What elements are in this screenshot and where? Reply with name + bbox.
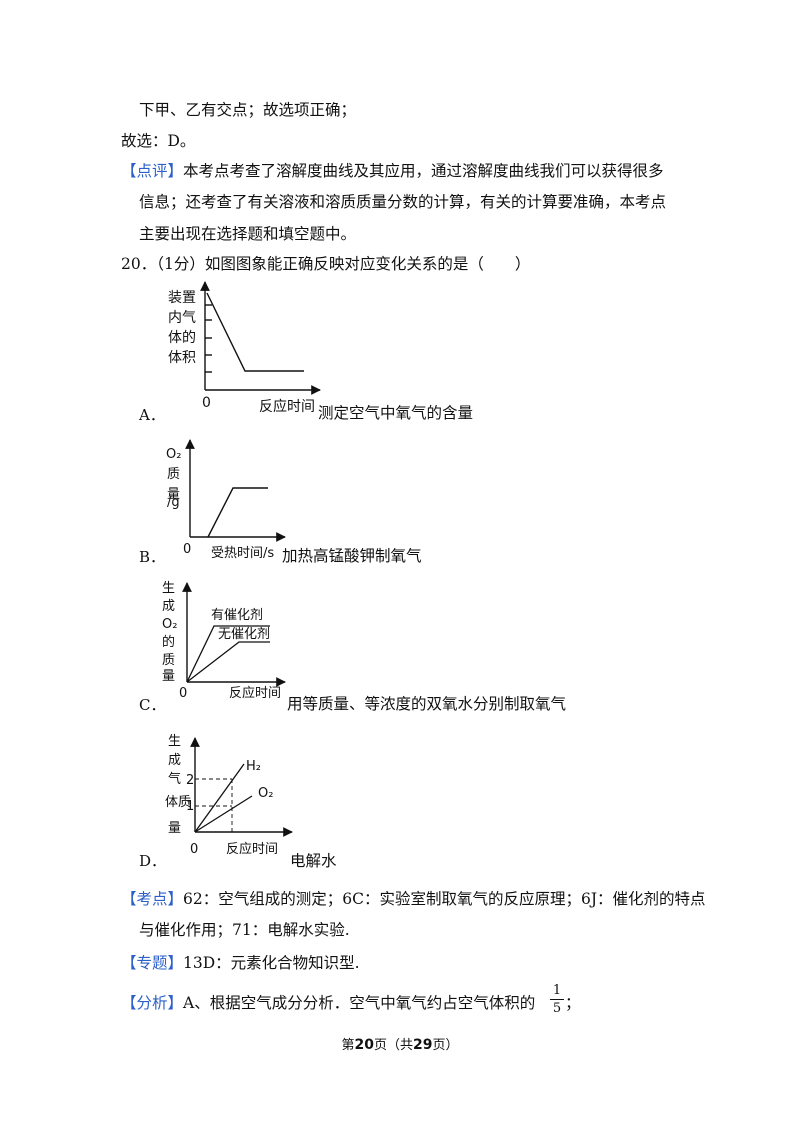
fenxi-end: ； <box>565 994 581 1012</box>
option-b-label: B． <box>139 548 166 566</box>
graph-c-ylabel-1: 生 <box>162 581 175 596</box>
graph-a-ylabel-1: 装置 <box>168 290 196 306</box>
graph-c-xlabel: 反应时间 <box>229 685 281 701</box>
footer-suffix: 页） <box>432 1038 459 1053</box>
graph-c-ylabel-2: 成 <box>162 599 175 614</box>
graph-b-curve <box>207 487 268 538</box>
comment-line-3: 主要出现在选择题和填空题中。 <box>139 225 357 243</box>
zhuanti-tag: 【专题】 <box>121 954 184 972</box>
graph-b-axes <box>185 439 286 542</box>
graph-b-ylabel-3: 量 <box>167 487 180 502</box>
graph-a-origin: 0 <box>202 395 211 411</box>
graph-c-ylabel-4: 的 <box>162 634 175 650</box>
footer-prefix: 第 <box>341 1038 355 1053</box>
fenxi-text: A、根据空气成分分析．空气中氧气约占空气体积的 <box>183 994 536 1012</box>
graph-d-origin: 0 <box>190 842 198 857</box>
graph-b-ylabel-4: /g <box>167 495 180 510</box>
fraction-denominator: 5 <box>552 1001 562 1016</box>
option-a-label: A． <box>139 406 165 424</box>
graph-c-series-no-catalyst <box>186 641 270 683</box>
graph-b-ylabel-2: 质 <box>167 467 180 482</box>
graph-d-ylabel-1: 生 <box>168 734 181 749</box>
graph-d-guides <box>195 778 233 832</box>
graph-d-tick-1: 1 <box>186 799 194 814</box>
comment-line-2: 信息；还考查了有关溶液和溶质质量分数的计算，有关的计算要准确，本考点 <box>139 193 667 211</box>
option-b-desc: 加热高锰酸钾制氧气 <box>282 547 422 565</box>
graph-c-ylabel-6: 量 <box>162 669 175 684</box>
graph-c-legend-catalyst: 有催化剂 <box>211 608 263 623</box>
graph-d-series-h2 <box>194 763 245 833</box>
graph-a-ylabel-3: 体的 <box>168 330 196 346</box>
graph-c-axes <box>182 582 286 687</box>
graph-d-label-o2: O₂ <box>258 786 273 801</box>
text-line-1: 下甲、乙有交点；故选项正确； <box>139 101 357 119</box>
graph-c-ylabel-3: O₂ <box>162 617 177 632</box>
page-footer: 第20页（共29页） <box>0 1034 800 1053</box>
graph-c-series-catalyst <box>186 625 270 683</box>
graph-a-axes <box>200 281 321 395</box>
option-c-desc: 用等质量、等浓度的双氧水分别制取氧气 <box>287 695 567 713</box>
option-d-desc: 电解水 <box>290 852 337 870</box>
fraction-numerator: 1 <box>552 983 562 998</box>
comment-line-1: 【点评】本考点考查了溶解度曲线及其应用，通过溶解度曲线我们可以获得很多 <box>121 161 664 181</box>
kaodian-line-2: 与催化作用；71：电解水实验. <box>139 921 350 939</box>
graph-a-ylabel-4: 体积 <box>168 350 196 366</box>
graph-b-origin: 0 <box>183 542 191 557</box>
graph-d-xlabel: 反应时间 <box>226 841 278 857</box>
question-stem: 20．（1分）如图图象能正确反映对应变化关系的是（ ） <box>121 255 531 273</box>
graph-b-xlabel: 受热时间/s <box>211 546 274 561</box>
footer-mid: 页（共 <box>373 1038 413 1053</box>
graph-d-ylabel-5: 量 <box>168 821 181 836</box>
footer-page: 20 <box>354 1037 374 1053</box>
graph-d-series-o2 <box>194 795 253 833</box>
fraction-one-fifth: 1 5 <box>550 983 564 1016</box>
kaodian-line-1: 【考点】62：空气组成的测定；6C：实验室制取氧气的反应原理；6J：催化剂的特点 <box>121 889 706 909</box>
graph-a-curve <box>206 292 304 372</box>
text-line-2: 故选：D。 <box>121 132 196 150</box>
fenxi-tag: 【分析】 <box>121 994 184 1012</box>
comment-tag: 【点评】 <box>121 162 184 180</box>
graph-b-ylabel-1: O₂ <box>166 447 181 462</box>
zhuanti-text: 13D：元素化合物知识型. <box>183 954 360 972</box>
graph-d-tick-2: 2 <box>186 773 194 788</box>
graph-a-xlabel: 反应时间 <box>259 398 315 415</box>
graph-d-axes <box>190 737 293 837</box>
zhuanti-line: 【专题】13D：元素化合物知识型. <box>121 953 360 973</box>
graph-d-ylabel-2: 成 <box>168 753 181 768</box>
kaodian-tag: 【考点】 <box>121 890 184 908</box>
option-d-label: D． <box>139 852 167 870</box>
graph-d-ylabel-4: 体质 <box>165 795 191 810</box>
graph-a-ylabel-2: 内气 <box>168 310 196 326</box>
graph-d-label-h2: H₂ <box>246 759 261 774</box>
graph-c-origin: 0 <box>179 686 187 701</box>
option-a-desc: 测定空气中氧气的含量 <box>318 404 474 422</box>
option-c-label: C． <box>139 696 166 714</box>
kaodian-text-1: 62：空气组成的测定；6C：实验室制取氧气的反应原理；6J：催化剂的特点 <box>183 890 706 908</box>
graph-d-ylabel-3: 气 <box>168 771 181 787</box>
fenxi-line: 【分析】A、根据空气成分分析．空气中氧气约占空气体积的 <box>121 993 535 1013</box>
footer-total: 29 <box>413 1037 433 1053</box>
graph-c-legend-no-catalyst: 无催化剂 <box>218 627 270 642</box>
comment-text-1: 本考点考查了溶解度曲线及其应用，通过溶解度曲线我们可以获得很多 <box>183 162 664 180</box>
graph-c-ylabel-5: 质 <box>162 653 175 668</box>
